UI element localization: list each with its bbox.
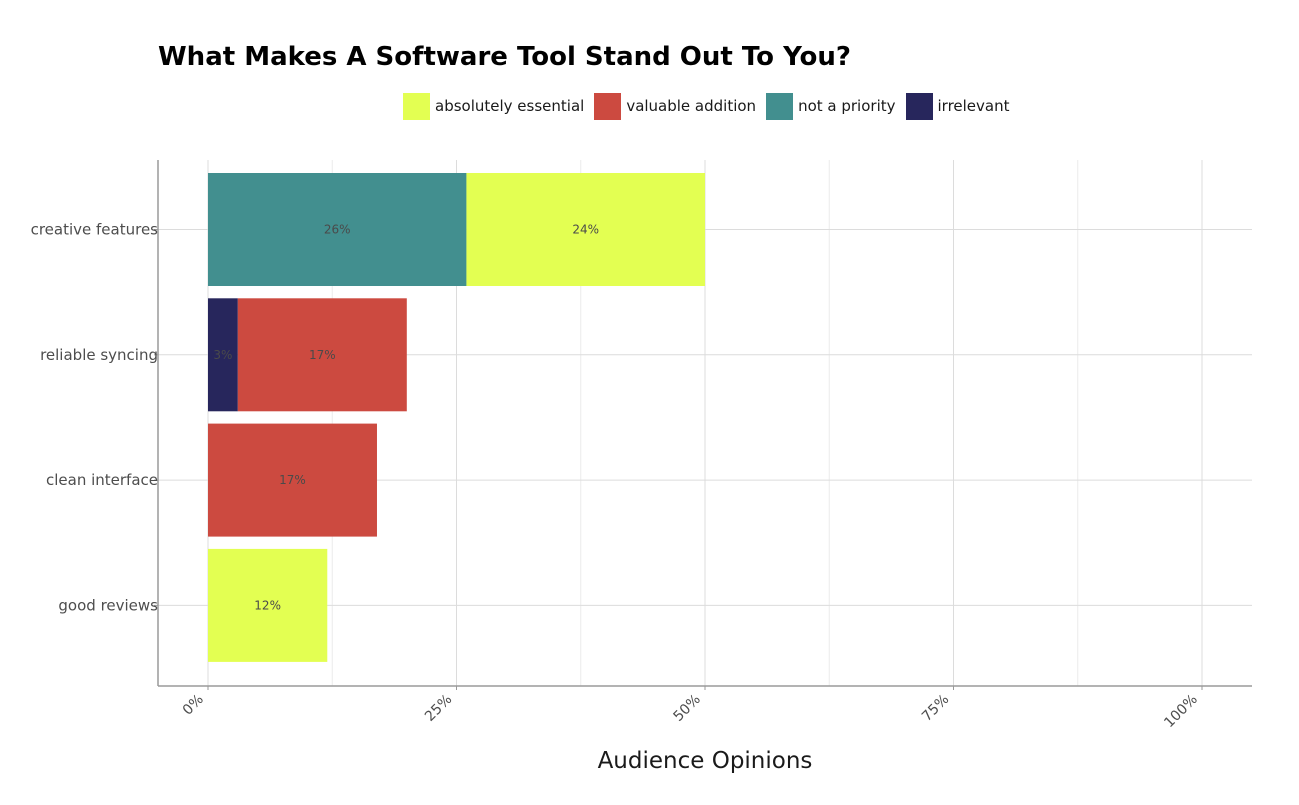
legend-item: irrelevant	[905, 92, 1010, 120]
legend-swatch	[403, 92, 430, 120]
y-tick-label: clean interface	[46, 471, 158, 489]
x-tick-label: 0%	[180, 692, 207, 719]
y-tick-label: creative features	[31, 221, 159, 239]
data-label: 3%	[213, 348, 232, 362]
y-tick-label: good reviews	[58, 596, 158, 614]
data-label: 17%	[309, 348, 336, 362]
y-tick-label: reliable syncing	[40, 346, 158, 364]
bar-absolutely-essential	[466, 173, 705, 286]
legend-label: valuable addition	[626, 97, 757, 115]
bar-absolutely-essential	[208, 548, 328, 662]
x-tick-label: 100%	[1161, 692, 1201, 732]
data-label: 24%	[572, 223, 599, 237]
legend-label: absolutely essential	[435, 97, 585, 115]
legend-item: not a priority	[766, 92, 896, 120]
legend-swatch	[766, 92, 794, 120]
legend: absolutely essential valuable addition not…	[403, 92, 1020, 120]
data-label: 12%	[254, 598, 281, 612]
data-label: 26%	[324, 223, 351, 237]
bar-not-a-priority	[208, 173, 467, 286]
bar-valuable-addition	[208, 423, 377, 537]
bar-irrelevant	[208, 298, 238, 412]
legend-swatch	[594, 92, 622, 120]
x-tick-label: 50%	[671, 692, 704, 725]
bar-valuable-addition	[237, 298, 407, 412]
x-tick-label: 25%	[422, 692, 455, 725]
legend-item: absolutely essential	[403, 92, 585, 120]
legend-swatch	[905, 92, 933, 120]
legend-item: valuable addition	[594, 92, 757, 120]
x-tick-label: 75%	[919, 692, 952, 725]
x-axis-title: Audience Opinions	[598, 748, 813, 774]
legend-label: not a priority	[798, 97, 896, 115]
data-label: 17%	[279, 473, 306, 487]
chart-title: What Makes A Software Tool Stand Out To …	[158, 42, 851, 72]
legend-label: irrelevant	[937, 97, 1010, 115]
